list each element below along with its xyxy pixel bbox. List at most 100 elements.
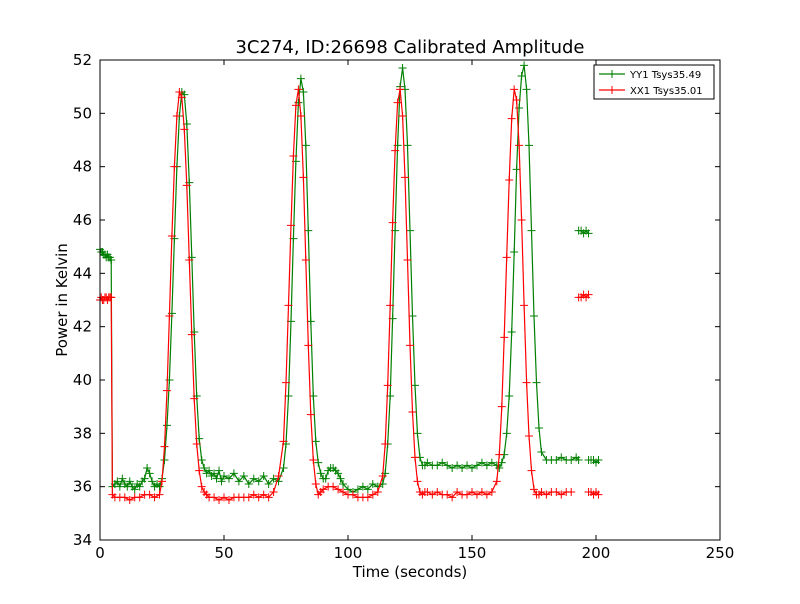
data-point [264, 480, 273, 488]
data-point [334, 485, 343, 494]
data-point [552, 456, 561, 464]
data-point [269, 474, 278, 483]
data-point [158, 477, 166, 486]
data-point [358, 482, 367, 491]
data-point [282, 378, 290, 387]
data-point [187, 330, 196, 339]
data-point [329, 482, 338, 491]
data-point [229, 469, 238, 478]
data-point [224, 474, 233, 483]
data-point [162, 386, 171, 395]
data-point [502, 429, 511, 438]
x-axis: 0 50 100 150 200 250 [95, 60, 734, 562]
data-point [284, 301, 293, 310]
data-point [269, 488, 278, 496]
data-point [304, 226, 313, 235]
data-point [594, 456, 603, 464]
data-point [510, 248, 519, 256]
data-point [406, 226, 414, 235]
data-point [458, 464, 467, 472]
data-point [239, 472, 248, 480]
data-point [527, 226, 536, 235]
data-point [520, 301, 529, 310]
data-point [413, 429, 422, 438]
data-point [443, 490, 452, 499]
data-point [381, 440, 390, 448]
data-point [115, 482, 124, 491]
data-point [299, 88, 308, 96]
data-point [291, 101, 300, 110]
data-point [296, 112, 305, 120]
data-point [170, 162, 179, 171]
data-point [150, 493, 159, 502]
data-point [522, 378, 531, 387]
data-point [373, 488, 382, 496]
data-point [148, 477, 157, 486]
data-point [505, 176, 514, 184]
data-point [472, 461, 481, 470]
data-point [200, 464, 209, 472]
data-point [135, 493, 144, 502]
y-tick-label: 34 [73, 531, 92, 549]
data-point [567, 456, 576, 464]
data-point [130, 485, 139, 494]
data-point [215, 466, 224, 475]
data-point [363, 485, 372, 494]
y-tick-label: 36 [73, 478, 92, 496]
y-tick-label: 42 [73, 318, 92, 336]
data-point [210, 469, 219, 478]
data-point [388, 218, 397, 227]
data-point [510, 85, 519, 94]
x-tick-label: 50 [214, 544, 233, 562]
data-point [433, 461, 442, 470]
data-point [492, 477, 501, 486]
data-point [520, 61, 529, 70]
data-point [334, 469, 343, 478]
data-point [314, 458, 323, 467]
data-point [507, 328, 516, 336]
data-point [192, 440, 201, 448]
data-point [339, 488, 348, 496]
data-point [319, 485, 328, 494]
data-point [463, 461, 472, 470]
x-tick-label: 150 [458, 544, 487, 562]
data-point [525, 432, 534, 440]
data-point [249, 474, 258, 483]
data-point [224, 496, 233, 504]
data-point [299, 173, 308, 182]
series-yy1 [96, 61, 603, 496]
x-tick-label: 0 [95, 544, 105, 562]
data-point [160, 456, 169, 464]
data-point [177, 93, 186, 102]
data-point [368, 490, 377, 499]
data-point [311, 437, 320, 446]
data-point [438, 458, 447, 467]
data-point [368, 480, 377, 488]
data-point [594, 490, 603, 499]
data-point [353, 485, 362, 494]
data-point [403, 141, 412, 150]
y-tick-label: 50 [73, 104, 92, 122]
data-point [410, 453, 419, 462]
data-point [567, 488, 576, 496]
data-point [309, 456, 318, 464]
data-point [413, 477, 422, 486]
data-point [527, 466, 536, 475]
data-point [135, 482, 144, 491]
data-point [507, 114, 516, 123]
data-point [274, 472, 283, 480]
chart-title: 3C274, ID:26698 Calibrated Amplitude [235, 37, 584, 58]
data-point [160, 442, 169, 451]
data-point [482, 490, 491, 499]
data-point [120, 493, 129, 502]
data-point [477, 458, 486, 467]
data-point [542, 490, 551, 499]
data-point [552, 488, 561, 496]
legend-label: YY1 Tsys35.49 [629, 70, 701, 81]
data-point [197, 456, 206, 464]
legend-label: XX1 Tsys35.01 [630, 86, 703, 97]
data-point [525, 141, 534, 150]
data-point [301, 141, 310, 150]
data-point [249, 490, 258, 499]
data-point [517, 216, 526, 224]
